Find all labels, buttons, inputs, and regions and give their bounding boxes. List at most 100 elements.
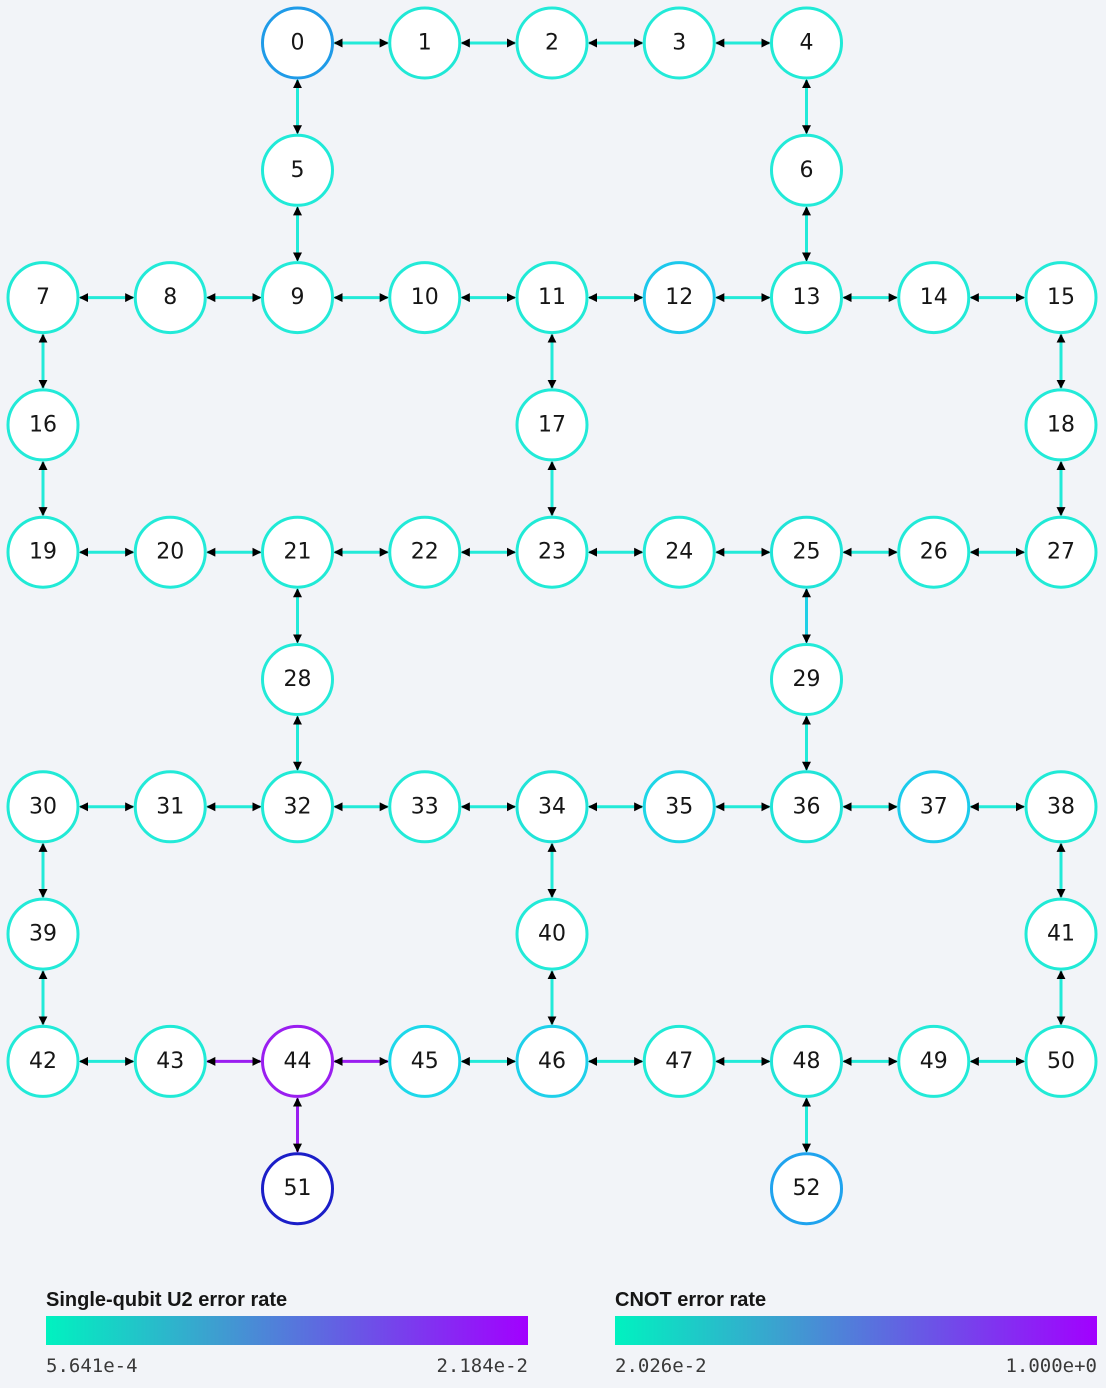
qubit-13[interactable]: 13 xyxy=(770,261,843,335)
qubit-circle xyxy=(388,1024,462,1098)
qubit-circle xyxy=(515,6,589,80)
qubit-35[interactable]: 35 xyxy=(642,770,716,844)
qubit-circle xyxy=(261,6,334,80)
qubit-label: 9 xyxy=(291,285,305,310)
qubit-48[interactable]: 48 xyxy=(770,1024,843,1098)
qubit-17[interactable]: 17 xyxy=(515,388,589,462)
cnot-legend: CNOT error rate 2.026e-2 1.000e+0 xyxy=(615,1288,1097,1377)
qubit-circle xyxy=(261,1152,334,1226)
qubit-37[interactable]: 37 xyxy=(897,770,971,844)
qubit-19[interactable]: 19 xyxy=(6,515,80,589)
qubit-0[interactable]: 0 xyxy=(261,6,334,80)
qubit-circle xyxy=(897,515,971,589)
qubit-circle xyxy=(1024,1024,1098,1098)
qubit-21[interactable]: 21 xyxy=(261,515,334,589)
cnot-min-label: 2.026e-2 xyxy=(615,1355,707,1377)
qubit-50[interactable]: 50 xyxy=(1024,1024,1098,1098)
qubit-circle xyxy=(388,515,462,589)
qubit-30[interactable]: 30 xyxy=(6,770,80,844)
qubit-1[interactable]: 1 xyxy=(388,6,462,80)
qubit-2[interactable]: 2 xyxy=(515,6,589,80)
qubit-circle xyxy=(261,1024,334,1098)
qubit-24[interactable]: 24 xyxy=(642,515,716,589)
qubit-22[interactable]: 22 xyxy=(388,515,462,589)
qubit-3[interactable]: 3 xyxy=(642,6,716,80)
qubit-label: 33 xyxy=(411,794,439,819)
qubit-label: 50 xyxy=(1047,1049,1075,1074)
qubit-38[interactable]: 38 xyxy=(1024,770,1098,844)
qubit-16[interactable]: 16 xyxy=(6,388,80,462)
qubit-6[interactable]: 6 xyxy=(770,133,843,207)
qubit-36[interactable]: 36 xyxy=(770,770,843,844)
qubit-circle xyxy=(6,261,80,335)
qubit-label: 6 xyxy=(800,158,814,183)
qubit-39[interactable]: 39 xyxy=(6,897,80,971)
qubit-circle xyxy=(515,515,589,589)
qubit-41[interactable]: 41 xyxy=(1024,897,1098,971)
qubit-label: 32 xyxy=(284,794,312,819)
qubit-40[interactable]: 40 xyxy=(515,897,589,971)
qubit-label: 24 xyxy=(665,540,693,565)
qubit-circle xyxy=(6,770,80,844)
qubit-14[interactable]: 14 xyxy=(897,261,971,335)
qubit-11[interactable]: 11 xyxy=(515,261,589,335)
qubit-4[interactable]: 4 xyxy=(770,6,843,80)
qubit-12[interactable]: 12 xyxy=(642,261,716,335)
qubit-label: 8 xyxy=(163,285,177,310)
qubit-circle xyxy=(770,133,843,207)
qubit-circle xyxy=(261,261,334,335)
qubit-46[interactable]: 46 xyxy=(515,1024,589,1098)
qubit-circle xyxy=(642,6,716,80)
qubit-label: 11 xyxy=(538,285,566,310)
qubit-label: 15 xyxy=(1047,285,1075,310)
qubit-32[interactable]: 32 xyxy=(261,770,334,844)
qubit-circle xyxy=(642,261,716,335)
qubit-27[interactable]: 27 xyxy=(1024,515,1098,589)
qubit-25[interactable]: 25 xyxy=(770,515,843,589)
qubit-circle xyxy=(6,515,80,589)
qubit-29[interactable]: 29 xyxy=(770,643,843,716)
qubit-43[interactable]: 43 xyxy=(133,1024,207,1098)
qubit-circle xyxy=(770,515,843,589)
qubit-9[interactable]: 9 xyxy=(261,261,334,335)
qubit-label: 45 xyxy=(411,1049,439,1074)
qubit-10[interactable]: 10 xyxy=(388,261,462,335)
qubit-label: 21 xyxy=(284,540,312,565)
qubit-44[interactable]: 44 xyxy=(261,1024,334,1098)
qubit-label: 5 xyxy=(291,158,305,183)
qubit-circle xyxy=(515,1024,589,1098)
qubit-circle xyxy=(897,770,971,844)
qubit-label: 52 xyxy=(793,1176,821,1201)
qubit-33[interactable]: 33 xyxy=(388,770,462,844)
qubit-26[interactable]: 26 xyxy=(897,515,971,589)
qubit-circle xyxy=(261,770,334,844)
qubit-5[interactable]: 5 xyxy=(261,133,334,207)
qubit-34[interactable]: 34 xyxy=(515,770,589,844)
qubit-20[interactable]: 20 xyxy=(133,515,207,589)
qubit-label: 10 xyxy=(411,285,439,310)
qubit-31[interactable]: 31 xyxy=(133,770,207,844)
qubit-51[interactable]: 51 xyxy=(261,1152,334,1226)
qubit-label: 42 xyxy=(29,1049,57,1074)
qubit-label: 18 xyxy=(1047,412,1075,437)
qubit-15[interactable]: 15 xyxy=(1024,261,1098,335)
coupling-edges xyxy=(38,38,1066,1153)
qubit-label: 23 xyxy=(538,540,566,565)
qubit-45[interactable]: 45 xyxy=(388,1024,462,1098)
qubit-28[interactable]: 28 xyxy=(261,643,334,716)
qubit-42[interactable]: 42 xyxy=(6,1024,80,1098)
single-qubit-legend-title: Single-qubit U2 error rate xyxy=(46,1289,288,1311)
qubit-52[interactable]: 52 xyxy=(770,1152,843,1226)
qubit-label: 29 xyxy=(793,667,821,692)
qubit-47[interactable]: 47 xyxy=(642,1024,716,1098)
qubit-23[interactable]: 23 xyxy=(515,515,589,589)
qubit-8[interactable]: 8 xyxy=(133,261,207,335)
qubit-49[interactable]: 49 xyxy=(897,1024,971,1098)
qubit-circle xyxy=(770,6,843,80)
qubit-18[interactable]: 18 xyxy=(1024,388,1098,462)
qubit-label: 36 xyxy=(793,794,821,819)
qubit-circle xyxy=(642,1024,716,1098)
qubit-circle xyxy=(770,770,843,844)
qubit-7[interactable]: 7 xyxy=(6,261,80,335)
